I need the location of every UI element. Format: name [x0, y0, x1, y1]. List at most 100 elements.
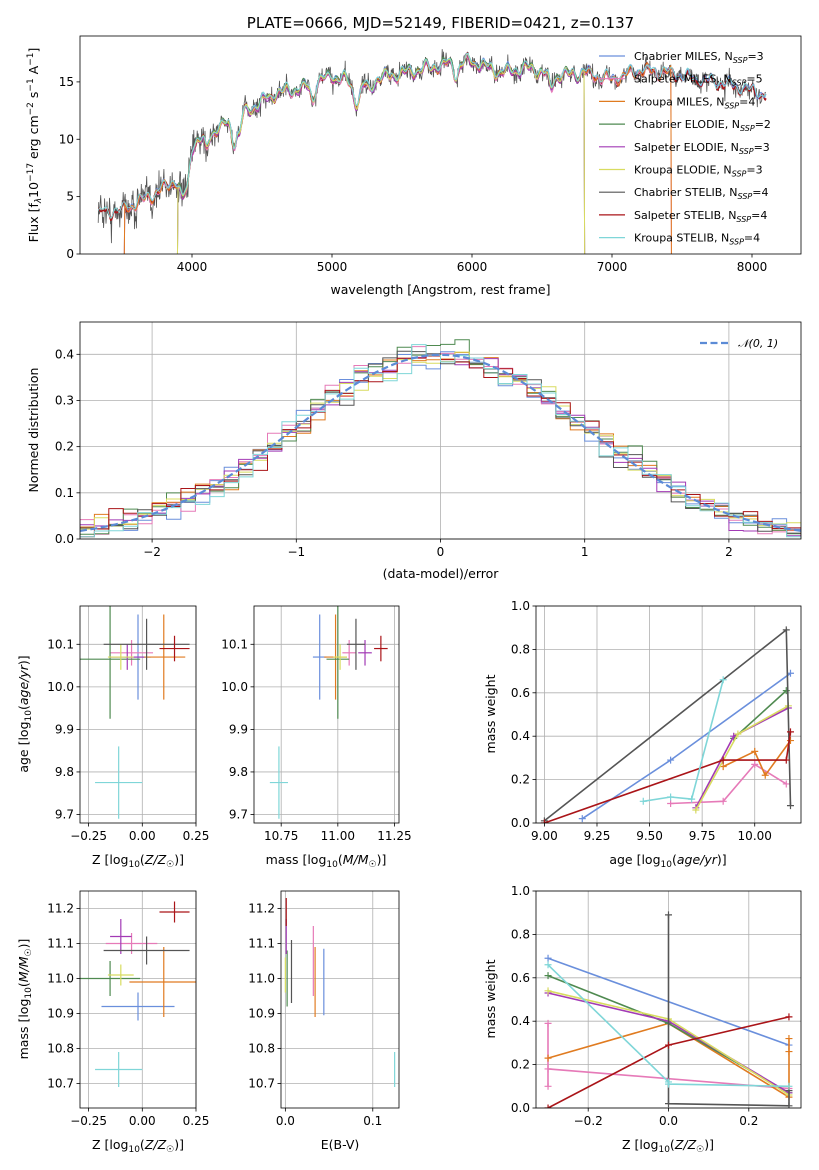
text-part: (: [338, 852, 343, 867]
text-part: Z [log: [92, 1137, 128, 1152]
errorbar-chabrier-elodie: [326, 606, 350, 719]
panel-age_vs_Z: −0.25 0.00 0.25 9.7 9.8 9.9 10.0 10.1: [47, 605, 209, 843]
x-axis-label: Z [log10(Z/Z☉)]: [92, 1137, 184, 1155]
y-tick-label: 9.7: [55, 807, 74, 821]
plot-area: [269, 606, 388, 819]
y-tick-label: 10: [59, 132, 74, 146]
plot-area: [80, 606, 190, 819]
text-part: (: [672, 852, 677, 867]
series-line: [581, 672, 791, 820]
text-part: −2: [26, 102, 36, 115]
text-part: Z [log: [622, 1137, 658, 1152]
y-tick-label: 5: [66, 190, 74, 204]
data-point: [786, 669, 794, 677]
x-tick-label: −2: [143, 545, 161, 559]
y-tick-label: 11.2: [47, 902, 74, 916]
plot-area: [80, 901, 196, 1087]
x-tick-label: 0: [437, 545, 445, 559]
data-point: [544, 1065, 552, 1073]
text-part: M/M: [16, 956, 31, 982]
x-axis-label: mass [log10(M/M☉)]: [266, 852, 387, 870]
legend-label-suffix: =4: [739, 95, 755, 108]
data-point: [544, 1054, 552, 1062]
x-tick-label: −0.25: [70, 829, 107, 843]
y-tick-label: 10.7: [248, 1077, 275, 1091]
y-axis-label: mass [log10(M/M☉)]: [16, 939, 34, 1060]
y-tick-label: 10.8: [47, 1042, 74, 1056]
data-point: [785, 1035, 793, 1043]
panel-mass_weight_vs_age: 9.00 9.25 9.50 9.75 10.00 0.0 0.2 0.4 0.6 0.8 1.0: [511, 599, 802, 843]
text-part: age/yr: [16, 664, 31, 705]
panel-mass_vs_Z: −0.25 0.00 0.25 10.7 10.8 10.9 11.0 11.1 11.2: [47, 890, 209, 1128]
text-part: ☉: [24, 948, 34, 956]
axes-frame: [79, 321, 802, 540]
y-tick-label: 0.4: [511, 729, 530, 743]
text-part: )]: [16, 655, 31, 665]
legend-label-suffix: =3: [746, 164, 762, 177]
series-line: [670, 763, 787, 805]
series-line: [733, 690, 787, 739]
legend-label: Chabrier MILES, NSSP=3: [634, 50, 764, 65]
x-axis-label: wavelength [Angstrom, rest frame]: [330, 282, 550, 297]
data-point: [544, 1082, 552, 1090]
errorbar-kroupa-miles: [142, 614, 186, 700]
data-point: [667, 799, 675, 807]
legend-label-main: Salpeter STELIB, N: [634, 209, 736, 222]
data-point: [734, 730, 742, 738]
legend-label-suffix: =3: [747, 50, 763, 63]
series-salpeter-stelib: [540, 728, 794, 823]
y-tick-label: 0.6: [511, 971, 530, 985]
y-tick-label: 0.8: [511, 927, 530, 941]
errorbar-kroupa-elodie: [107, 644, 134, 670]
text-part: age [log: [609, 852, 660, 867]
text-part: A: [26, 65, 41, 78]
y-axis-label: mass weight: [483, 674, 498, 753]
text-part: ]: [26, 48, 41, 53]
text-part: mass [log: [266, 852, 327, 867]
errorbar-kroupa-stelib: [95, 1052, 143, 1087]
data-point: [665, 1100, 672, 1108]
data-point: [688, 795, 696, 803]
data-point: [719, 763, 727, 771]
y-tick-label: 1.0: [511, 599, 530, 613]
panel-age_vs_mass: 10.75 11.00 11.25 9.7 9.8 9.9 10.0 10.1: [221, 605, 412, 843]
data-point: [665, 1041, 672, 1049]
y-axis-label: Normed distribution: [26, 368, 41, 493]
text-part: (: [16, 982, 31, 987]
y-tick-label: 0.1: [55, 486, 74, 500]
legend-label-main: Kroupa MILES, N: [634, 95, 724, 108]
text-part: age/yr: [677, 852, 718, 867]
y-tick-label: 0: [66, 247, 74, 261]
x-tick-label: −1: [287, 545, 305, 559]
x-tick-label: 0.00: [129, 829, 156, 843]
errorbar-salpeter-stelib: [159, 901, 190, 923]
axes-frame: [535, 890, 802, 1109]
text-part: (: [140, 1137, 145, 1152]
data-point: [785, 1013, 793, 1021]
text-part: ☉: [369, 860, 377, 870]
text-part: )]: [174, 1137, 184, 1152]
x-tick-label: 9.00: [531, 829, 558, 843]
legend-label: Chabrier STELIB, NSSP=4: [634, 186, 768, 201]
data-point: [751, 747, 759, 755]
plot-area: [540, 626, 794, 823]
data-point: [782, 756, 790, 764]
data-point: [665, 1080, 672, 1088]
text-part: s: [26, 92, 41, 103]
plot-area: [97, 49, 767, 254]
axes-frame: [253, 605, 400, 824]
y-tick-label: 0.2: [55, 440, 74, 454]
text-part: )]: [16, 939, 31, 949]
chart-title: PLATE=0666, MJD=52149, FIBERID=0421, z=0…: [247, 14, 634, 32]
x-axis-label: Z [log10(Z/Z☉)]: [622, 1137, 714, 1155]
data-point: [782, 780, 790, 788]
x-tick-label: 0.00: [129, 1114, 156, 1128]
text-part: −17: [26, 163, 36, 182]
y-tick-label: 0.6: [511, 686, 530, 700]
legend-label-suffix: =5: [746, 73, 762, 86]
errorbar-chabrier-miles: [101, 992, 175, 1021]
errorbar-salpeter-stelib: [159, 635, 190, 662]
panel-residuals: −2 −1 0 1 2 0.0 0.1 0.2 0.3 0.4: [55, 321, 802, 559]
